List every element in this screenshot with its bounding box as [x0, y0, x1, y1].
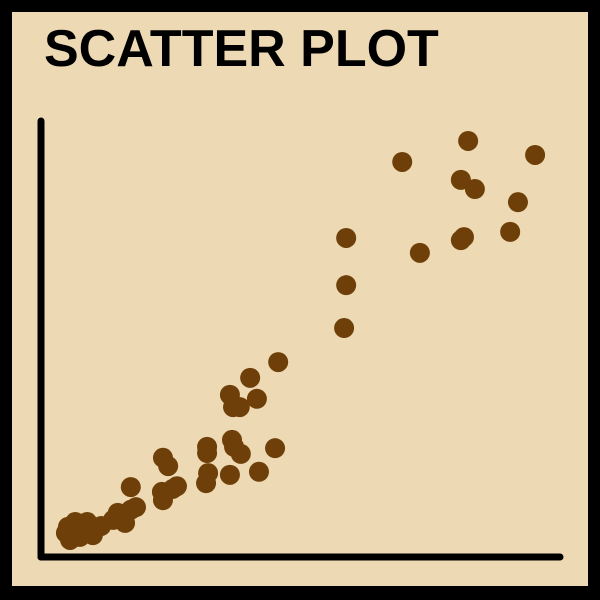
point [230, 443, 251, 464]
point [500, 221, 521, 242]
point [120, 477, 141, 498]
point [196, 473, 217, 494]
point [268, 352, 289, 373]
point [115, 512, 136, 533]
point [458, 130, 479, 151]
point [525, 144, 546, 165]
point [197, 442, 218, 463]
point [507, 192, 528, 213]
point [158, 456, 179, 477]
point [219, 464, 240, 485]
point [334, 318, 355, 339]
point [240, 367, 261, 388]
point [60, 529, 81, 550]
chart-title: SCATTER PLOT [44, 20, 439, 78]
point [336, 275, 357, 296]
point [464, 179, 485, 200]
point [152, 490, 173, 511]
point [265, 438, 286, 459]
point [248, 461, 269, 482]
point [82, 525, 103, 546]
point [392, 151, 413, 172]
point [246, 388, 267, 409]
point [336, 227, 357, 248]
point [409, 242, 430, 263]
panel [12, 12, 588, 586]
point [450, 230, 471, 251]
point [229, 397, 250, 418]
